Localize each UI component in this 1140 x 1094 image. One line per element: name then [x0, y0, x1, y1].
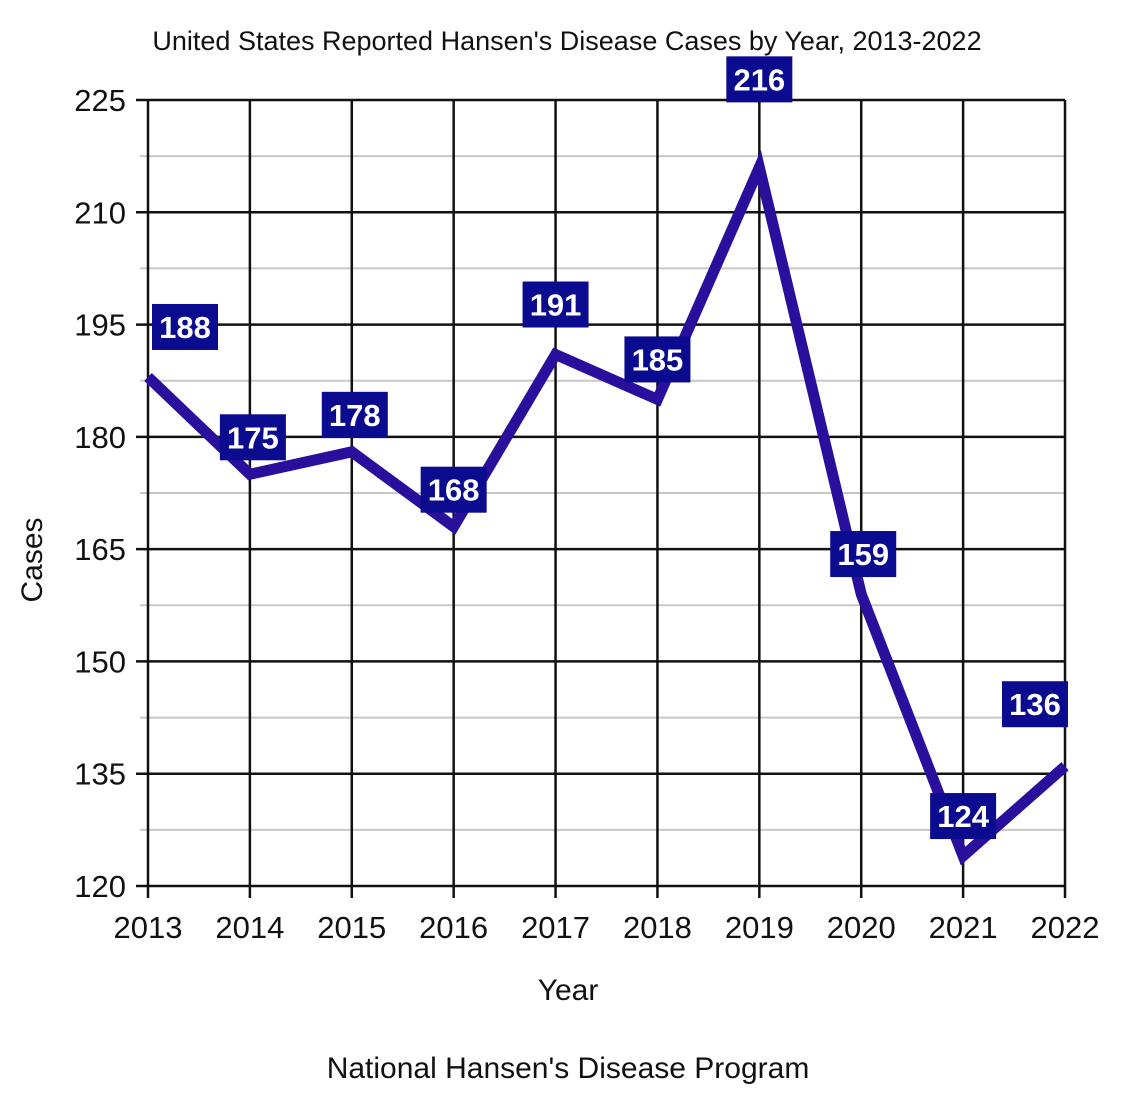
data-label: 188 — [152, 303, 218, 350]
data-label: 175 — [219, 414, 286, 461]
x-tick-label: 2019 — [725, 910, 794, 945]
x-tick-label: 2018 — [623, 910, 692, 945]
svg-text:136: 136 — [1009, 687, 1061, 722]
x-tick-label: 2013 — [114, 910, 183, 945]
x-axis-label: Year — [538, 974, 599, 1007]
svg-text:175: 175 — [227, 420, 279, 455]
svg-text:188: 188 — [159, 310, 211, 345]
chart-title: United States Reported Hansen's Disease … — [152, 26, 981, 56]
x-tick-label: 2020 — [827, 910, 896, 945]
source-caption: National Hansen's Disease Program — [327, 1052, 810, 1085]
y-tick-label: 225 — [74, 83, 126, 118]
data-label: 216 — [726, 56, 793, 103]
y-tick-label: 120 — [74, 869, 126, 904]
y-tick-label: 210 — [74, 195, 126, 230]
data-label: 124 — [930, 793, 997, 840]
x-tick-label: 2015 — [317, 910, 386, 945]
y-axis-label: Cases — [16, 517, 49, 602]
svg-text:168: 168 — [428, 473, 480, 508]
svg-text:185: 185 — [632, 342, 684, 377]
data-label: 168 — [420, 466, 487, 513]
data-labels: 188 175 178 168 191 185 216 159 124 136 — [152, 56, 1068, 840]
minor-gridlines — [140, 155, 1065, 831]
svg-text:124: 124 — [937, 799, 989, 834]
data-label: 185 — [624, 336, 691, 383]
data-label: 159 — [830, 531, 897, 578]
x-axis-ticks: 2013 2014 2015 2016 2017 2018 2019 2020 2021 2022 — [114, 910, 1100, 945]
x-tick-label: 2021 — [929, 910, 998, 945]
data-label: 178 — [321, 391, 388, 438]
svg-text:216: 216 — [733, 62, 785, 97]
data-label: 136 — [1002, 681, 1068, 728]
major-gridlines — [136, 98, 1067, 898]
svg-text:178: 178 — [329, 398, 381, 433]
y-tick-label: 135 — [74, 757, 126, 792]
y-tick-label: 195 — [74, 308, 126, 343]
y-axis-ticks: 120 135 150 165 180 195 210 225 — [74, 83, 126, 904]
x-tick-label: 2016 — [419, 910, 488, 945]
data-label: 191 — [522, 281, 589, 328]
y-tick-label: 180 — [74, 420, 126, 455]
y-tick-label: 165 — [74, 532, 126, 567]
x-tick-label: 2014 — [215, 910, 284, 945]
x-tick-label: 2022 — [1031, 910, 1100, 945]
cases-line — [144, 150, 1069, 866]
y-tick-label: 150 — [74, 644, 126, 679]
x-tick-label: 2017 — [521, 910, 590, 945]
svg-text:191: 191 — [530, 288, 582, 323]
svg-text:159: 159 — [837, 537, 889, 572]
